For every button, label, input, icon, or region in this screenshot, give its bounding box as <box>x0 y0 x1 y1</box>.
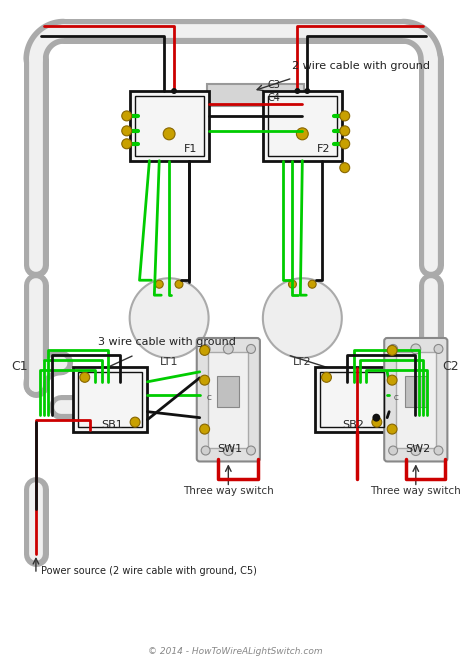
Circle shape <box>294 88 301 94</box>
Circle shape <box>122 111 132 121</box>
Bar <box>319 373 384 427</box>
Bar <box>155 281 184 299</box>
Text: Three way switch: Three way switch <box>183 486 273 496</box>
Bar <box>217 377 239 407</box>
Bar <box>268 96 337 155</box>
Text: Power source (2 wire cable with ground, C5): Power source (2 wire cable with ground, … <box>41 566 257 576</box>
Circle shape <box>246 446 255 455</box>
Circle shape <box>246 344 255 353</box>
Circle shape <box>372 417 382 427</box>
Circle shape <box>373 413 380 421</box>
Bar <box>78 373 142 427</box>
Circle shape <box>223 446 233 456</box>
Text: C1: C1 <box>11 360 27 373</box>
Circle shape <box>163 128 175 140</box>
Circle shape <box>175 280 183 288</box>
Circle shape <box>155 280 163 288</box>
Circle shape <box>200 375 210 385</box>
Circle shape <box>387 424 397 434</box>
Text: C3: C3 <box>268 80 281 90</box>
Circle shape <box>411 344 421 354</box>
Text: © 2014 - HowToWireALightSwitch.com: © 2014 - HowToWireALightSwitch.com <box>148 647 322 656</box>
Circle shape <box>340 111 350 121</box>
Bar <box>288 281 317 299</box>
Circle shape <box>434 344 443 353</box>
Circle shape <box>296 128 308 140</box>
Circle shape <box>201 446 210 455</box>
Circle shape <box>130 278 209 358</box>
Text: SW2: SW2 <box>405 444 430 454</box>
Circle shape <box>201 344 210 353</box>
Circle shape <box>340 126 350 136</box>
Circle shape <box>223 344 233 354</box>
FancyBboxPatch shape <box>197 338 260 462</box>
Text: Three way switch: Three way switch <box>370 486 461 496</box>
Circle shape <box>434 446 443 455</box>
Circle shape <box>122 126 132 136</box>
Circle shape <box>411 446 421 456</box>
Circle shape <box>387 375 397 385</box>
Circle shape <box>171 88 177 94</box>
Text: LT2: LT2 <box>293 357 311 367</box>
Text: C2: C2 <box>442 360 459 373</box>
Text: C: C <box>206 395 211 401</box>
Bar <box>396 352 436 448</box>
Bar <box>73 367 147 432</box>
Circle shape <box>340 139 350 149</box>
Circle shape <box>200 424 210 434</box>
Text: SB1: SB1 <box>101 419 123 429</box>
Circle shape <box>387 346 397 355</box>
Text: LT1: LT1 <box>160 357 178 367</box>
Circle shape <box>340 163 350 173</box>
Circle shape <box>321 373 331 383</box>
Circle shape <box>263 278 342 358</box>
Circle shape <box>80 373 90 383</box>
Text: F2: F2 <box>317 144 331 153</box>
Bar <box>315 367 389 432</box>
Text: SW1: SW1 <box>218 444 243 454</box>
Bar <box>208 352 248 448</box>
Bar <box>130 91 209 161</box>
Text: C4: C4 <box>268 93 281 103</box>
Circle shape <box>122 139 132 149</box>
Bar <box>135 96 204 155</box>
Circle shape <box>130 417 140 427</box>
Text: F1: F1 <box>184 144 198 153</box>
Bar <box>207 84 304 106</box>
Circle shape <box>389 344 398 353</box>
Text: 3 wire cable with ground: 3 wire cable with ground <box>98 337 236 347</box>
Text: 2 wire cable with ground: 2 wire cable with ground <box>292 61 430 71</box>
Circle shape <box>289 280 296 288</box>
Text: C: C <box>394 395 399 401</box>
FancyBboxPatch shape <box>384 338 447 462</box>
Text: SB2: SB2 <box>343 419 365 429</box>
Bar <box>263 91 342 161</box>
Bar <box>405 377 427 407</box>
Circle shape <box>200 346 210 355</box>
Circle shape <box>308 280 316 288</box>
Circle shape <box>389 446 398 455</box>
Circle shape <box>304 88 310 94</box>
